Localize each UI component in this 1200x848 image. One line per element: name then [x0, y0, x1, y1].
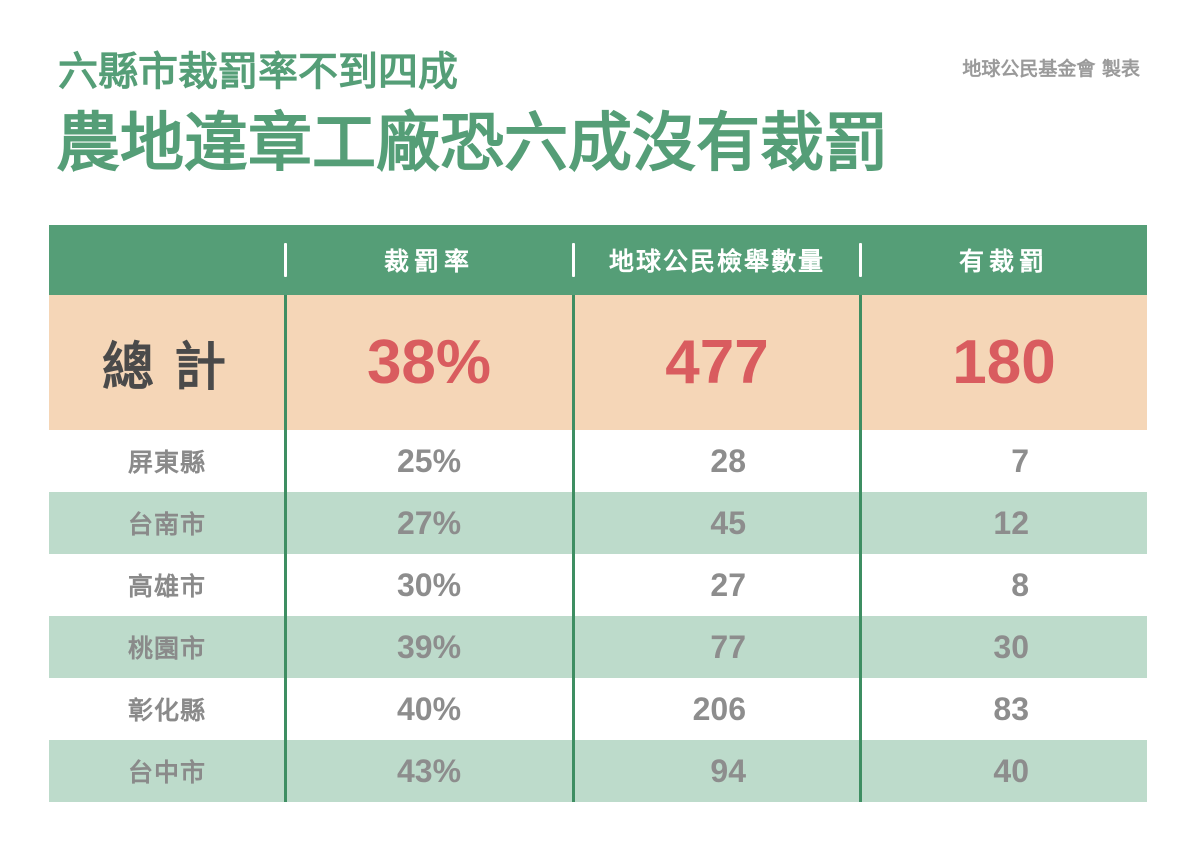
reports-value: 206	[692, 690, 746, 727]
rate-value: 40%	[396, 690, 462, 727]
table-row: 桃園市 39% 77 30	[49, 616, 1147, 678]
region-label: 台中市	[127, 758, 206, 787]
penalized-value: 12	[993, 504, 1029, 541]
rate-value: 25%	[396, 442, 462, 479]
page-title: 農地違章工廠恐六成沒有裁罰	[56, 107, 888, 181]
subtitle: 六縣市裁罰率不到四成	[58, 49, 458, 95]
header-cell-rate: 裁罰率	[383, 247, 474, 276]
table-header: 裁罰率 地球公民檢舉數量 有裁罰	[49, 225, 1147, 295]
header-divider	[572, 243, 575, 277]
penalized-value: 8	[1011, 566, 1029, 603]
rate-value: 30%	[396, 566, 462, 603]
reports-value: 27	[710, 566, 746, 603]
rate-value: 43%	[396, 752, 462, 789]
region-label: 屏東縣	[127, 448, 206, 477]
header-divider	[859, 243, 862, 277]
region-label: 高雄市	[127, 572, 206, 601]
column-divider	[572, 295, 575, 802]
column-divider	[284, 295, 287, 802]
total-reports: 477	[665, 328, 769, 397]
table-row: 彰化縣 40% 206 83	[49, 678, 1147, 740]
table-row: 屏東縣 25% 28 7	[49, 430, 1147, 492]
reports-value: 94	[710, 752, 746, 789]
total-penalized: 180	[952, 328, 1056, 397]
credit-label: 地球公民基金會 製表	[962, 58, 1140, 80]
table-row: 台中市 43% 94 40	[49, 740, 1147, 802]
column-divider	[859, 295, 862, 802]
penalized-value: 40	[993, 752, 1029, 789]
header-divider	[284, 243, 287, 277]
total-label: 總計	[101, 338, 246, 398]
header-cell-region	[49, 225, 285, 295]
table-row: 台南市 27% 45 12	[49, 492, 1147, 554]
header-cell-reports: 地球公民檢舉數量	[608, 247, 825, 276]
total-rate: 38%	[366, 328, 492, 397]
penalized-value: 30	[993, 628, 1029, 665]
penalized-value: 83	[993, 690, 1029, 727]
rate-value: 39%	[396, 628, 462, 665]
region-label: 台南市	[127, 510, 206, 539]
total-row: 總計 38% 477 180	[49, 295, 1147, 430]
reports-value: 28	[710, 442, 746, 479]
region-label: 桃園市	[127, 634, 206, 663]
rate-value: 27%	[396, 504, 462, 541]
reports-value: 77	[710, 628, 746, 665]
header-cell-penalized: 有裁罰	[958, 247, 1049, 276]
penalized-value: 7	[1011, 442, 1029, 479]
region-label: 彰化縣	[127, 696, 206, 725]
reports-value: 45	[710, 504, 746, 541]
data-table: 裁罰率 地球公民檢舉數量 有裁罰 總計 38% 477 180 屏東縣 25% …	[49, 225, 1147, 802]
table-row: 高雄市 30% 27 8	[49, 554, 1147, 616]
